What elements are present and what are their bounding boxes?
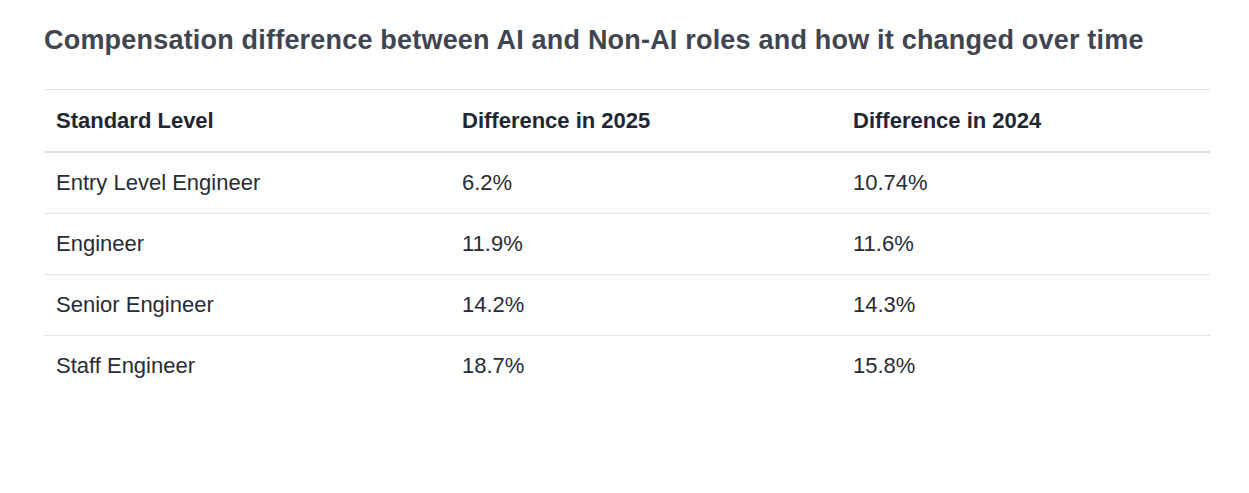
diff-2024-cell: 10.74% bbox=[841, 152, 1210, 214]
page: Compensation difference between AI and N… bbox=[0, 0, 1249, 493]
level-cell: Senior Engineer bbox=[44, 275, 450, 336]
table-row: Entry Level Engineer 6.2% 10.74% bbox=[44, 152, 1210, 214]
diff-2025-cell: 6.2% bbox=[450, 152, 841, 214]
diff-2025-cell: 14.2% bbox=[450, 275, 841, 336]
level-cell: Engineer bbox=[44, 214, 450, 275]
diff-2025-cell: 18.7% bbox=[450, 336, 841, 397]
table-row: Staff Engineer 18.7% 15.8% bbox=[44, 336, 1210, 397]
diff-2024-cell: 15.8% bbox=[841, 336, 1210, 397]
column-header-difference-2025: Difference in 2025 bbox=[450, 90, 841, 153]
diff-2024-cell: 11.6% bbox=[841, 214, 1210, 275]
level-cell: Entry Level Engineer bbox=[44, 152, 450, 214]
table-row: Engineer 11.9% 11.6% bbox=[44, 214, 1210, 275]
diff-2024-cell: 14.3% bbox=[841, 275, 1210, 336]
diff-2025-cell: 11.9% bbox=[450, 214, 841, 275]
content-area: Compensation difference between AI and N… bbox=[0, 0, 1249, 396]
level-cell: Staff Engineer bbox=[44, 336, 450, 397]
column-header-standard-level: Standard Level bbox=[44, 90, 450, 153]
table-header-row: Standard Level Difference in 2025 Differ… bbox=[44, 90, 1210, 153]
table-row: Senior Engineer 14.2% 14.3% bbox=[44, 275, 1210, 336]
column-header-difference-2024: Difference in 2024 bbox=[841, 90, 1210, 153]
page-title: Compensation difference between AI and N… bbox=[44, 14, 1210, 67]
compensation-table: Standard Level Difference in 2025 Differ… bbox=[44, 89, 1210, 396]
